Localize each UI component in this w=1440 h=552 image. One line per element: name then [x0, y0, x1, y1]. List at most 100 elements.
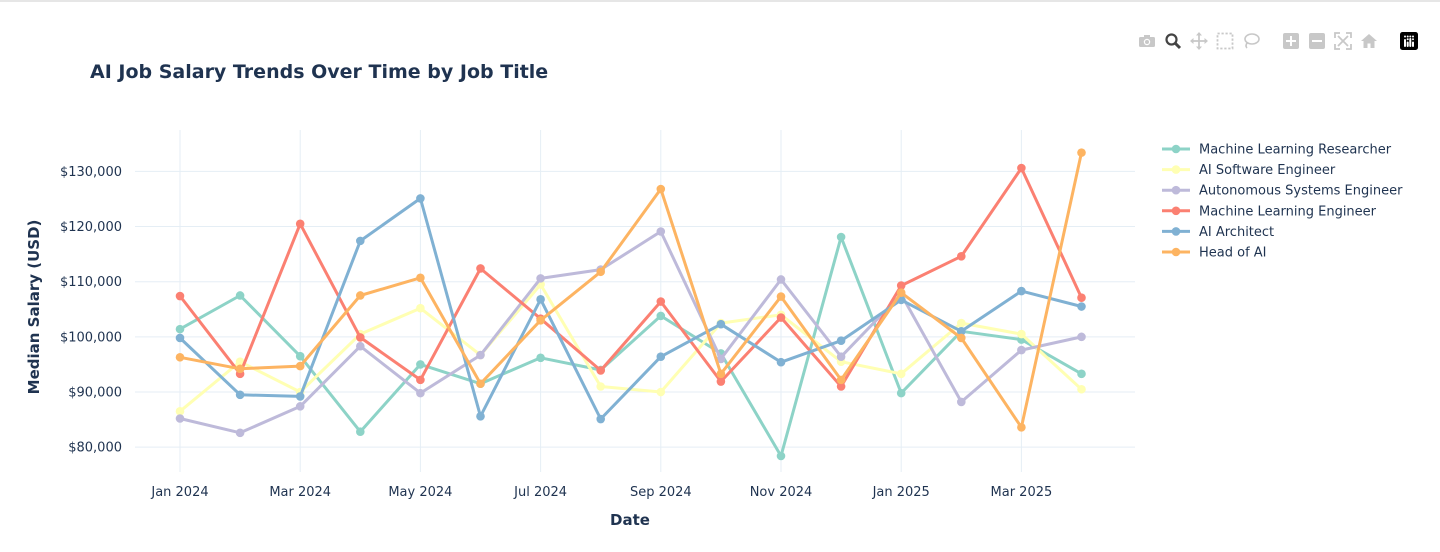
data-point	[896, 369, 906, 379]
legend-swatch-marker	[1171, 165, 1181, 174]
data-point	[476, 264, 485, 273]
pan-icon[interactable]	[1188, 30, 1210, 52]
data-point	[716, 377, 726, 386]
camera-icon[interactable]	[1136, 30, 1158, 52]
plotly-logo-icon[interactable]	[1398, 30, 1420, 52]
zoom-out-icon[interactable]	[1306, 30, 1328, 52]
legend-swatch-marker	[1171, 247, 1181, 257]
legend-item: Head of AI	[1162, 246, 1267, 261]
data-point	[175, 324, 185, 334]
data-point	[1077, 302, 1086, 311]
chart-title: AI Job Salary Trends Over Time by Job Ti…	[90, 61, 548, 83]
series-1	[175, 232, 1086, 461]
data-point	[1077, 332, 1086, 342]
data-point	[656, 227, 666, 236]
data-point	[416, 360, 425, 369]
data-point	[957, 327, 966, 336]
data-point	[1017, 345, 1026, 355]
x-tick-label: Mar 2025	[991, 485, 1053, 500]
zoom-in-icon[interactable]	[1280, 30, 1302, 52]
data-point	[656, 297, 666, 306]
data-point	[476, 379, 485, 389]
data-point	[476, 350, 485, 360]
data-point	[1077, 384, 1086, 394]
series-layer	[175, 148, 1086, 461]
y-tick-label: $130,000	[60, 165, 122, 180]
series-6	[175, 148, 1086, 432]
data-point	[1077, 369, 1086, 379]
data-point	[656, 184, 666, 194]
lasso-select-icon[interactable]	[1240, 30, 1262, 52]
legend-swatch-marker	[1171, 206, 1181, 216]
autoscale-icon[interactable]	[1332, 30, 1354, 52]
legend-item: Machine Learning Researcher	[1162, 143, 1392, 158]
zoom-icon[interactable]	[1162, 30, 1184, 52]
data-point	[536, 316, 545, 325]
data-point	[356, 427, 365, 437]
data-point	[1077, 293, 1086, 302]
data-point	[957, 318, 966, 328]
data-point	[536, 353, 545, 363]
series-line	[179, 152, 1083, 429]
legend-label: Autonomous Systems Engineer	[1199, 184, 1403, 199]
reset-axes-icon[interactable]	[1358, 30, 1380, 52]
data-point	[235, 291, 245, 300]
data-point	[416, 194, 425, 203]
data-point	[416, 388, 425, 398]
legend-label: AI Architect	[1199, 225, 1274, 240]
data-point	[596, 366, 605, 375]
y-tick-label: $110,000	[60, 275, 122, 290]
data-point	[356, 341, 365, 351]
data-point	[235, 428, 245, 438]
legend-swatch-marker	[1171, 144, 1181, 154]
legend-label: AI Software Engineer	[1199, 163, 1336, 178]
data-point	[776, 313, 786, 322]
data-point	[295, 402, 305, 411]
data-point	[175, 352, 185, 362]
data-point	[295, 361, 305, 371]
data-point	[836, 382, 846, 391]
data-point	[957, 397, 966, 407]
data-point	[596, 414, 605, 424]
data-point	[896, 288, 906, 298]
data-point	[836, 336, 846, 346]
x-tick-label: Jan 2025	[872, 485, 930, 500]
data-point	[175, 291, 185, 301]
y-tick-label: $90,000	[68, 386, 122, 401]
legend-label: Head of AI	[1199, 246, 1267, 261]
data-point	[896, 388, 906, 398]
data-point	[356, 236, 365, 246]
data-point	[1017, 163, 1026, 173]
data-point	[656, 387, 666, 397]
data-point	[536, 274, 545, 283]
data-point	[295, 351, 305, 361]
legend-swatch-marker	[1171, 227, 1181, 236]
data-point	[836, 352, 846, 362]
data-point	[175, 333, 185, 343]
x-tick-label: Jan 2024	[150, 485, 208, 500]
x-tick-label: Nov 2024	[750, 485, 813, 500]
series-line	[179, 230, 1082, 435]
data-point	[656, 311, 666, 321]
top-border	[0, 0, 1440, 2]
box-select-icon[interactable]	[1214, 30, 1236, 52]
y-tick-label: $120,000	[60, 220, 122, 235]
data-point	[596, 382, 605, 391]
data-point	[776, 357, 786, 367]
data-point	[295, 392, 305, 401]
data-point	[957, 252, 966, 261]
data-point	[476, 411, 485, 421]
data-point	[716, 354, 726, 364]
data-point	[356, 333, 365, 342]
data-point	[1017, 286, 1026, 296]
data-point	[235, 357, 245, 366]
series-line	[179, 235, 1083, 458]
x-axis-title: Date	[610, 511, 650, 529]
y-tick-label: $80,000	[68, 441, 122, 456]
y-tick-label: $100,000	[60, 330, 122, 345]
axes: $80,000 $90,000 $100,000 $110,000 $120,000 $1…	[60, 165, 1052, 500]
data-point	[776, 275, 786, 284]
data-point	[596, 267, 605, 277]
data-point	[716, 369, 726, 379]
